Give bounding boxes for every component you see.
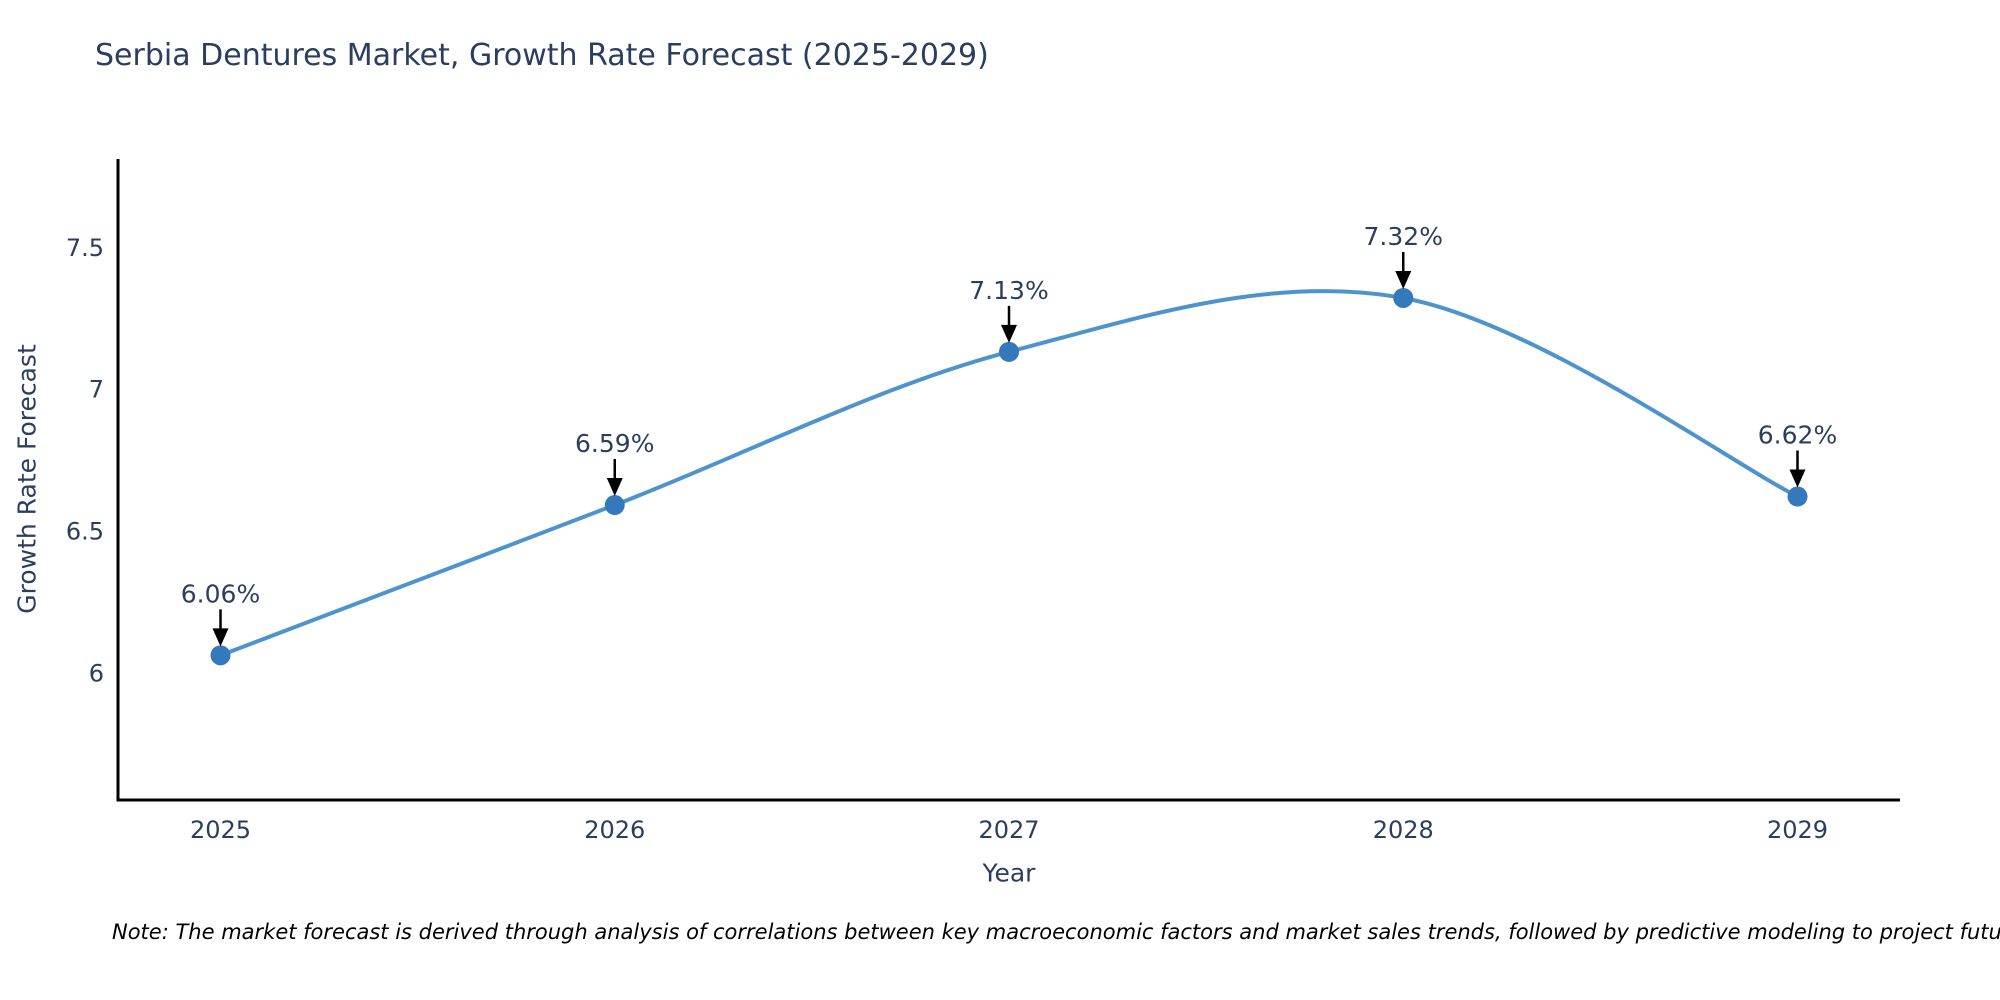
x-tick-label: 2025	[190, 816, 251, 844]
y-tick-label: 7.5	[66, 234, 104, 262]
y-tick-label: 6	[89, 659, 104, 687]
x-tick-label: 2027	[978, 816, 1039, 844]
annotation-arrowhead	[1395, 270, 1412, 289]
y-tick-label: 7	[89, 376, 104, 404]
data-point-2026	[604, 495, 625, 516]
x-tick-label: 2029	[1767, 816, 1828, 844]
footnote: Note: The market forecast is derived thr…	[112, 920, 2000, 944]
data-point-2025	[210, 645, 231, 666]
x-tick-label: 2026	[584, 816, 645, 844]
annotation-label: 6.62%	[1758, 421, 1837, 450]
annotation-arrowhead	[606, 478, 623, 497]
x-axis-title: Year	[982, 858, 1036, 888]
data-point-2028	[1393, 287, 1414, 308]
x-tick-label: 2028	[1373, 816, 1434, 844]
annotation-arrowhead	[212, 628, 229, 647]
annotation-label: 7.32%	[1364, 222, 1443, 251]
data-point-2029	[1787, 486, 1808, 507]
annotation-arrowhead	[1001, 324, 1017, 343]
annotation-arrowhead	[1789, 469, 1806, 488]
annotation-label: 6.59%	[575, 429, 654, 458]
y-axis-title: Growth Rate Forecast	[12, 344, 42, 614]
y-tick-label: 6.5	[66, 518, 104, 546]
annotation-label: 6.06%	[181, 579, 260, 608]
axis-lines	[116, 159, 1900, 802]
chart-title: Serbia Dentures Market, Growth Rate Fore…	[95, 38, 989, 73]
data-point-2027	[999, 341, 1019, 362]
annotation-label: 7.13%	[969, 276, 1048, 305]
